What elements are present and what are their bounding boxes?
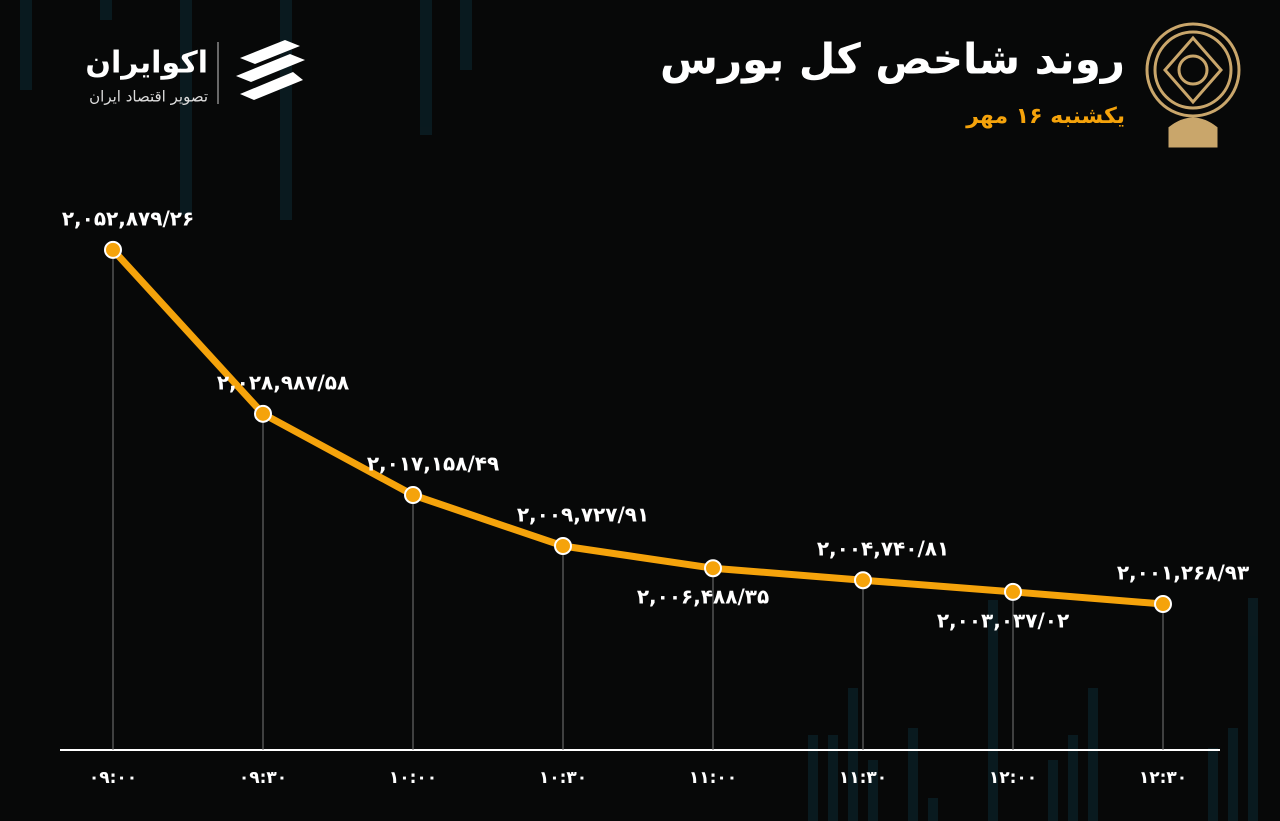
point bbox=[254, 404, 272, 423]
point bbox=[854, 571, 872, 590]
value-label: ۲,۰۰۹,۷۲۷/۹۱ bbox=[517, 502, 649, 526]
x-tick-label: ۱۲:۳۰ bbox=[1139, 768, 1187, 788]
value-label: ۲,۰۵۲,۸۷۹/۲۶ bbox=[62, 206, 194, 230]
value-label: ۲,۰۰۳,۰۳۷/۰۲ bbox=[937, 608, 1069, 632]
x-tick-label: ۰۹:۰۰ bbox=[89, 768, 137, 788]
x-tick-label: ۱۱:۳۰ bbox=[839, 768, 887, 788]
point bbox=[404, 485, 422, 504]
brand-logo bbox=[236, 40, 305, 100]
value-label: ۲,۰۱۷,۱۵۸/۴۹ bbox=[367, 451, 499, 475]
point bbox=[554, 536, 572, 555]
chart-title: روند شاخص کل بورس bbox=[660, 35, 1125, 85]
x-tick-label: ۱۱:۰۰ bbox=[689, 768, 737, 788]
x-tick-label: ۱۲:۰۰ bbox=[989, 768, 1037, 788]
x-tick-label: ۱۰:۳۰ bbox=[539, 768, 587, 788]
point bbox=[104, 240, 122, 259]
line bbox=[110, 247, 1164, 608]
value-label: ۲,۰۲۸,۹۸۷/۵۸ bbox=[217, 370, 349, 394]
value-label: ۲,۰۰۴,۷۴۰/۸۱ bbox=[817, 537, 949, 561]
point bbox=[1004, 582, 1022, 601]
value-label: ۲,۰۰۱,۲۶۸/۹۳ bbox=[1117, 561, 1249, 585]
x-tick-label: ۰۹:۳۰ bbox=[239, 768, 287, 788]
brand-name: اکوایران bbox=[85, 46, 208, 81]
x-tick-label: ۱۰:۰۰ bbox=[389, 768, 437, 788]
chart-subtitle: یکشنبه ۱۶ مهر bbox=[965, 104, 1125, 129]
emblem bbox=[1145, 22, 1241, 148]
background-bars bbox=[20, 0, 1258, 821]
point bbox=[704, 559, 722, 578]
point bbox=[1154, 595, 1172, 614]
brand-tagline: تصویر اقتصاد ایران bbox=[89, 88, 208, 106]
value-label: ۲,۰۰۶,۴۸۸/۳۵ bbox=[637, 585, 769, 609]
